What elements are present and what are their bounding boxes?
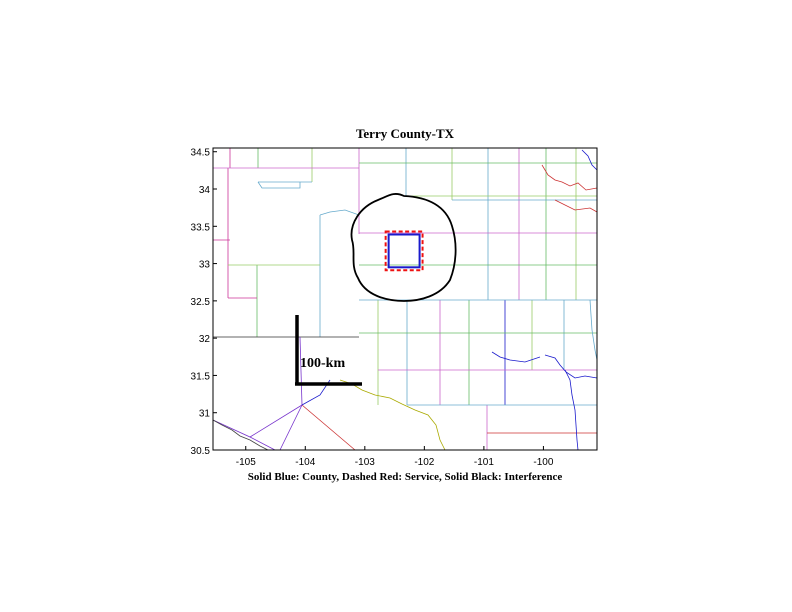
x-tick-label: -105 bbox=[236, 457, 256, 468]
y-tick-label: 34.5 bbox=[191, 148, 211, 159]
county-boundaries bbox=[212, 148, 598, 451]
x-tick-label: -103 bbox=[355, 457, 375, 468]
x-tick-label: -100 bbox=[533, 457, 553, 468]
y-tick-label: 30.5 bbox=[191, 446, 211, 457]
x-tick-label: -104 bbox=[295, 457, 315, 468]
scale-bar-label: 100-km bbox=[300, 356, 345, 371]
y-tick-label: 31 bbox=[199, 409, 211, 420]
y-tick-label: 31.5 bbox=[191, 371, 211, 382]
map-title: Terry County-TX bbox=[356, 126, 455, 141]
map-plot-area: 100-km bbox=[212, 147, 598, 451]
y-tick-label: 34 bbox=[199, 185, 211, 196]
y-axis: 34.5 34 33.5 33 32.5 32 31.5 31 30.5 bbox=[191, 148, 217, 457]
x-tick-label: -101 bbox=[474, 457, 494, 468]
x-tick-label: -102 bbox=[414, 457, 434, 468]
plot-frame bbox=[212, 147, 598, 451]
y-tick-label: 33 bbox=[199, 260, 211, 271]
scale-bar: 100-km bbox=[295, 315, 362, 386]
county-boundary-box bbox=[387, 233, 421, 269]
y-tick-label: 32 bbox=[199, 334, 211, 345]
y-tick-label: 32.5 bbox=[191, 297, 211, 308]
interference-contour bbox=[350, 193, 457, 302]
map-legend-caption: Solid Blue: County, Dashed Red: Service,… bbox=[248, 471, 563, 483]
y-tick-label: 33.5 bbox=[191, 222, 211, 233]
service-area-box bbox=[384, 230, 424, 272]
x-axis: -105 -104 -103 -102 -101 -100 bbox=[236, 446, 554, 468]
